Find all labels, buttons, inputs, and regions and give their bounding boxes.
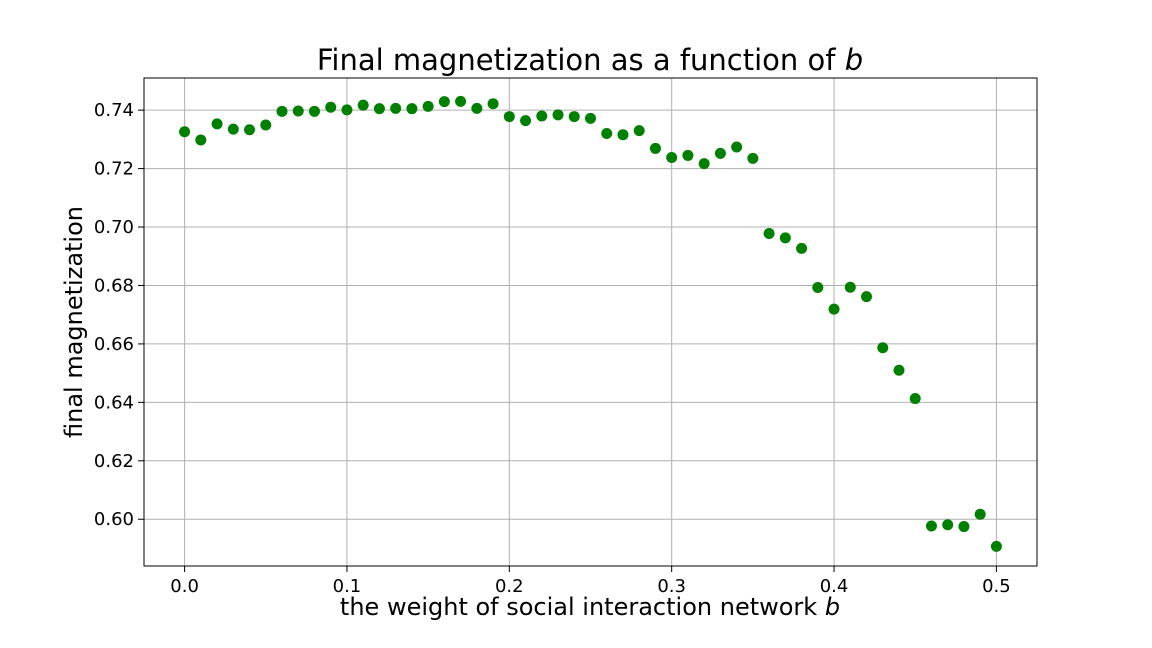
data-point [438, 96, 450, 108]
data-point [649, 142, 661, 154]
y-tick-label: 0.72 [94, 159, 134, 180]
data-point [373, 103, 385, 115]
data-point [633, 125, 645, 137]
x-tick-label: 0.2 [495, 576, 524, 597]
x-tick-label: 0.1 [333, 576, 362, 597]
data-point [406, 103, 418, 115]
y-axis: 0.60 0.62 0.64 0.66 0.68 0.70 0.72 0.74 [94, 100, 144, 530]
data-point [877, 342, 889, 354]
data-point [552, 109, 564, 121]
data-point [520, 115, 532, 127]
data-point [244, 124, 256, 136]
y-tick-label: 0.64 [94, 392, 134, 413]
data-point [666, 151, 678, 163]
data-point [714, 147, 726, 159]
chart-title: Final magnetization as a function of b [317, 43, 863, 77]
x-axis-label: the weight of social interaction network… [340, 593, 840, 621]
y-tick-label: 0.68 [94, 275, 134, 296]
data-point [308, 105, 320, 117]
data-point [617, 129, 629, 141]
data-point [925, 520, 937, 532]
data-point [260, 119, 272, 131]
data-point [341, 104, 353, 116]
data-point [487, 98, 499, 110]
data-point [536, 110, 548, 122]
data-point [682, 149, 694, 161]
data-point [990, 540, 1002, 552]
data-point [568, 111, 580, 123]
data-point [893, 364, 905, 376]
data-point [585, 112, 596, 124]
data-point [779, 232, 791, 244]
data-point [455, 95, 467, 107]
data-point [422, 100, 434, 112]
grid-layer [144, 78, 1037, 566]
data-point [357, 99, 369, 111]
data-point [844, 281, 856, 293]
data-point [601, 128, 613, 140]
y-tick-label: 0.60 [94, 509, 134, 530]
y-axis-label: final magnetization [60, 206, 88, 438]
data-point [325, 101, 337, 113]
y-tick-label: 0.74 [94, 100, 134, 121]
data-point [731, 141, 743, 153]
y-tick-label: 0.66 [94, 334, 134, 355]
data-point [796, 242, 808, 254]
data-point [974, 508, 986, 520]
data-point [812, 282, 824, 294]
data-points [179, 95, 1002, 552]
data-point [828, 303, 840, 315]
plot-frame [143, 77, 1038, 567]
data-point [179, 126, 191, 138]
y-tick-label: 0.70 [94, 217, 134, 238]
y-tick-label: 0.62 [94, 451, 134, 472]
x-axis: 0.0 0.1 0.2 0.3 0.4 0.5 [170, 566, 1011, 597]
data-point [390, 102, 402, 114]
data-point [861, 291, 873, 303]
data-point [763, 227, 775, 239]
x-tick-label: 0.4 [820, 576, 849, 597]
data-point [276, 105, 288, 117]
x-tick-label: 0.5 [982, 576, 1011, 597]
x-tick-label: 0.3 [657, 576, 686, 597]
data-point [227, 123, 239, 135]
data-point [471, 102, 483, 114]
data-point [958, 521, 970, 533]
data-point [942, 519, 954, 531]
data-point [292, 105, 304, 117]
x-tick-label: 0.0 [170, 576, 199, 597]
data-point [195, 134, 207, 146]
data-point [909, 393, 921, 405]
data-point [747, 152, 759, 164]
data-point [698, 158, 710, 170]
data-point [503, 111, 515, 123]
data-point [211, 118, 223, 130]
